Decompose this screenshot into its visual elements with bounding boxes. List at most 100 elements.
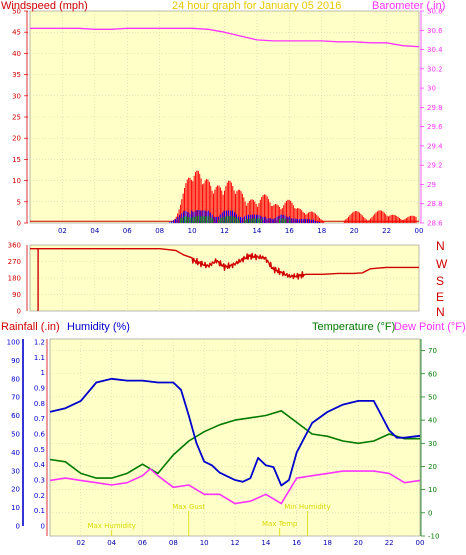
wind-tick-label: 10 — [12, 177, 21, 185]
baro-tick-label: 29.6 — [427, 123, 443, 131]
baro-tick-label: 30.4 — [427, 46, 443, 54]
temp-tick-label: 40 — [428, 417, 437, 425]
x-tick-label: 16 — [292, 539, 301, 547]
windspeed-label: Windspeed (mph) — [1, 0, 88, 12]
barometer-label: Barometer (.in) — [372, 0, 445, 12]
rain-tick-label: 1 — [41, 369, 45, 377]
humidity-tick-label: 20 — [11, 486, 20, 494]
baro-tick-label: 29.2 — [427, 162, 443, 170]
temperature-line — [49, 409, 420, 479]
wind-baro-panel: 0 5 10 15 20 25 30 35 40 45 50 02 04 06 08 10 12 14 16 18 20… — [12, 8, 443, 236]
x-tick-label: 16 — [285, 227, 294, 235]
temp-tick-label: 50 — [428, 393, 437, 401]
x-tick-label: 00 — [415, 227, 424, 235]
temp-tick-label: 30 — [428, 440, 437, 448]
humidity-tick-label: 70 — [11, 394, 20, 402]
wind-tick-label: 0 — [17, 220, 21, 228]
baro-tick-label: 29.8 — [427, 104, 443, 112]
x-tick-label: 22 — [385, 539, 394, 547]
temperature-label: Temperature (°F) — [312, 321, 395, 333]
rain-tick-label: 0 — [41, 523, 45, 531]
rainfall-label: Rainfall (.in) — [1, 321, 60, 333]
direction-tick-label: 360 — [8, 242, 21, 250]
rain-tick-label: 0.3 — [34, 477, 45, 485]
rain-tick-label: 0.7 — [34, 415, 45, 423]
rain-tick-label: 0.2 — [34, 492, 45, 500]
x-tick-label: 08 — [169, 539, 178, 547]
x-tick-label: 06 — [123, 227, 132, 235]
rain-tick-label: 1.1 — [34, 354, 45, 362]
rain-tick-label: 0.6 — [34, 431, 46, 439]
x-tick-label: 20 — [350, 227, 359, 235]
baro-tick-label: 28.8 — [427, 200, 443, 208]
baro-tick-label: 30.8 — [427, 8, 443, 16]
x-tick-label: 02 — [76, 539, 85, 547]
x-tick-label: 10 — [200, 539, 209, 547]
x-tick-label: 02 — [58, 227, 67, 235]
x-tick-label: 12 — [220, 227, 229, 235]
humidity-tick-label: 40 — [11, 449, 20, 457]
x-tick-label: 04 — [90, 227, 99, 235]
wind-direction-line — [30, 247, 419, 280]
direction-tick-label: 180 — [8, 275, 21, 283]
rain-tick-label: 0.5 — [34, 446, 45, 454]
annotation-label: Max Humidity — [87, 522, 135, 530]
barometer-line — [30, 27, 420, 48]
compass-e: E — [436, 290, 444, 304]
humidity-tick-label: 10 — [11, 504, 20, 512]
baro-tick-label: 28.6 — [427, 220, 443, 228]
rain-tick-label: 0.4 — [34, 461, 46, 469]
wind-tick-label: 25 — [12, 114, 21, 122]
compass-n-top: N — [436, 239, 445, 253]
compass-s: S — [436, 274, 444, 288]
humidity-tick-label: 30 — [11, 467, 20, 475]
rain-tick-label: 0.9 — [34, 385, 45, 393]
x-tick-label: 08 — [155, 227, 164, 235]
x-tick-label: 20 — [354, 539, 363, 547]
annotation-label: Max Temp — [262, 520, 298, 528]
wind-tick-label: 15 — [12, 156, 21, 164]
temp-tick-label: 10 — [428, 486, 437, 494]
temp-tick-label: 20 — [428, 463, 437, 471]
x-tick-label: 18 — [317, 227, 326, 235]
rain-tick-label: 0.8 — [34, 400, 45, 408]
annotation-label: Max Gust — [172, 503, 205, 511]
x-tick-label: 14 — [252, 227, 261, 235]
baro-tick-label: 30.6 — [427, 27, 443, 35]
humidity-tick-label: 100 — [7, 339, 20, 347]
baro-tick-label: 30.2 — [427, 65, 443, 73]
wind-tick-label: 5 — [17, 198, 21, 206]
temp-tick-label: 70 — [428, 347, 437, 355]
humidity-tick-label: 90 — [11, 357, 20, 365]
humidity-line — [49, 377, 421, 487]
humidity-tick-label: 0 — [16, 523, 20, 531]
wind-tick-label: 45 — [12, 29, 21, 37]
temp-humidity-plot-area — [49, 338, 421, 537]
baro-tick-label: 29 — [427, 181, 436, 189]
x-tick-label: 04 — [107, 539, 116, 547]
wind-tick-label: 35 — [12, 71, 21, 79]
rain-tick-label: 1.2 — [34, 339, 45, 347]
compass-n-bottom: N — [436, 305, 445, 319]
dewpoint-label: Dew Point (°F) — [394, 321, 466, 333]
direction-tick-label: 0 — [17, 308, 21, 316]
compass-w: W — [436, 257, 448, 271]
x-tick-label: 10 — [188, 227, 197, 235]
dewpoint-line — [49, 467, 421, 505]
humidity-tick-label: 80 — [11, 375, 20, 383]
temp-tick-label: 0 — [428, 509, 432, 517]
humidity-tick-label: 50 — [11, 431, 20, 439]
temp-tick-label: -10 — [428, 533, 439, 541]
x-tick-label: 12 — [231, 539, 240, 547]
graph-title: 24 hour graph for January 05 2016 — [172, 0, 341, 12]
direction-panel: 0 90 180 270 360 — [8, 242, 420, 316]
rain-tick-label: 0.1 — [34, 507, 45, 515]
temp-tick-label: 60 — [428, 370, 437, 378]
wind-tick-label: 50 — [12, 8, 21, 16]
baro-tick-label: 30 — [427, 85, 436, 93]
wind-tick-label: 40 — [12, 50, 21, 58]
direction-tick-label: 90 — [12, 291, 21, 299]
x-tick-label: 22 — [382, 227, 391, 235]
